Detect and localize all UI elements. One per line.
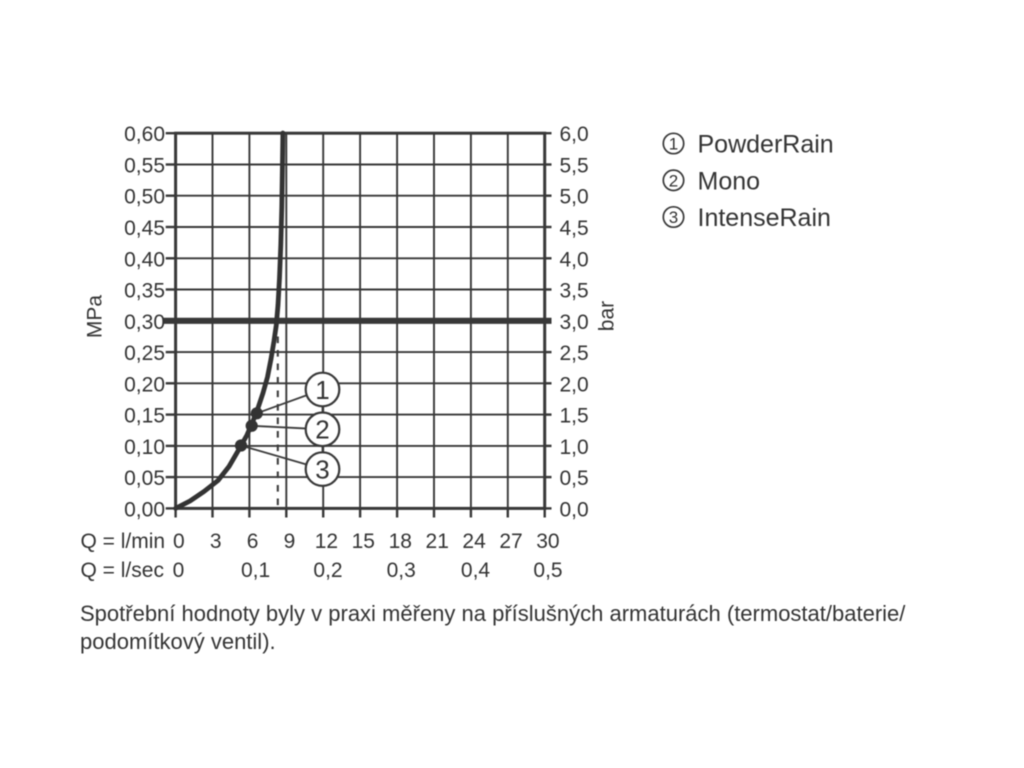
svg-text:0,0: 0,0	[560, 498, 589, 521]
svg-text:3: 3	[210, 530, 222, 553]
svg-text:0,15: 0,15	[124, 405, 165, 428]
svg-text:0: 0	[173, 530, 185, 553]
svg-text:1,5: 1,5	[560, 405, 589, 428]
svg-text:IntenseRain: IntenseRain	[698, 204, 831, 232]
svg-text:15: 15	[352, 530, 375, 553]
svg-text:9: 9	[284, 530, 296, 553]
svg-text:27: 27	[499, 530, 522, 553]
svg-text:bar: bar	[596, 301, 619, 331]
svg-text:0,2: 0,2	[313, 559, 342, 582]
svg-text:Q = l/min: Q = l/min	[81, 530, 166, 553]
svg-text:4,5: 4,5	[560, 217, 589, 240]
svg-text:Mono: Mono	[698, 168, 761, 196]
svg-text:Spotřební hodnoty byly v praxi: Spotřební hodnoty byly v praxi měřeny na…	[80, 601, 906, 626]
svg-text:0,50: 0,50	[124, 186, 165, 209]
svg-text:0,10: 0,10	[124, 436, 165, 459]
svg-text:5,5: 5,5	[560, 155, 589, 178]
svg-text:0,60: 0,60	[124, 123, 165, 146]
svg-text:2,0: 2,0	[560, 373, 589, 396]
svg-text:0,30: 0,30	[124, 311, 165, 334]
svg-text:2: 2	[669, 171, 678, 190]
svg-text:2,5: 2,5	[560, 342, 589, 365]
svg-text:0,55: 0,55	[124, 155, 165, 178]
svg-text:3,5: 3,5	[560, 280, 589, 303]
svg-text:Q = l/sec: Q = l/sec	[81, 559, 164, 582]
svg-text:1,0: 1,0	[560, 436, 589, 459]
svg-text:0,40: 0,40	[124, 248, 165, 271]
svg-text:0,5: 0,5	[560, 467, 589, 490]
svg-text:0,3: 0,3	[387, 559, 416, 582]
svg-text:MPa: MPa	[84, 295, 107, 339]
svg-text:21: 21	[426, 530, 449, 553]
svg-text:4,0: 4,0	[560, 248, 589, 271]
svg-text:0,1: 0,1	[241, 559, 270, 582]
svg-text:12: 12	[315, 530, 338, 553]
svg-text:0,20: 0,20	[124, 373, 165, 396]
svg-text:0,05: 0,05	[124, 467, 165, 490]
svg-text:0,5: 0,5	[533, 559, 562, 582]
svg-text:PowderRain: PowderRain	[698, 131, 834, 159]
svg-text:18: 18	[389, 530, 412, 553]
svg-text:0,4: 0,4	[461, 559, 491, 582]
svg-text:2: 2	[315, 415, 329, 445]
svg-text:24: 24	[462, 530, 486, 553]
svg-text:6: 6	[247, 530, 259, 553]
svg-text:5,0: 5,0	[560, 186, 589, 209]
svg-text:3: 3	[669, 208, 678, 227]
svg-text:podomítkový ventil).: podomítkový ventil).	[80, 629, 276, 654]
svg-text:0,25: 0,25	[124, 342, 165, 365]
svg-text:3,0: 3,0	[560, 311, 589, 334]
svg-text:1: 1	[669, 135, 678, 154]
svg-text:1: 1	[315, 375, 329, 405]
svg-text:3: 3	[315, 454, 329, 484]
svg-text:6,0: 6,0	[560, 123, 589, 146]
svg-text:0,45: 0,45	[124, 217, 165, 240]
svg-text:0: 0	[173, 559, 185, 582]
svg-text:30: 30	[536, 530, 559, 553]
svg-text:0,00: 0,00	[124, 498, 165, 521]
svg-text:0,35: 0,35	[124, 280, 165, 303]
